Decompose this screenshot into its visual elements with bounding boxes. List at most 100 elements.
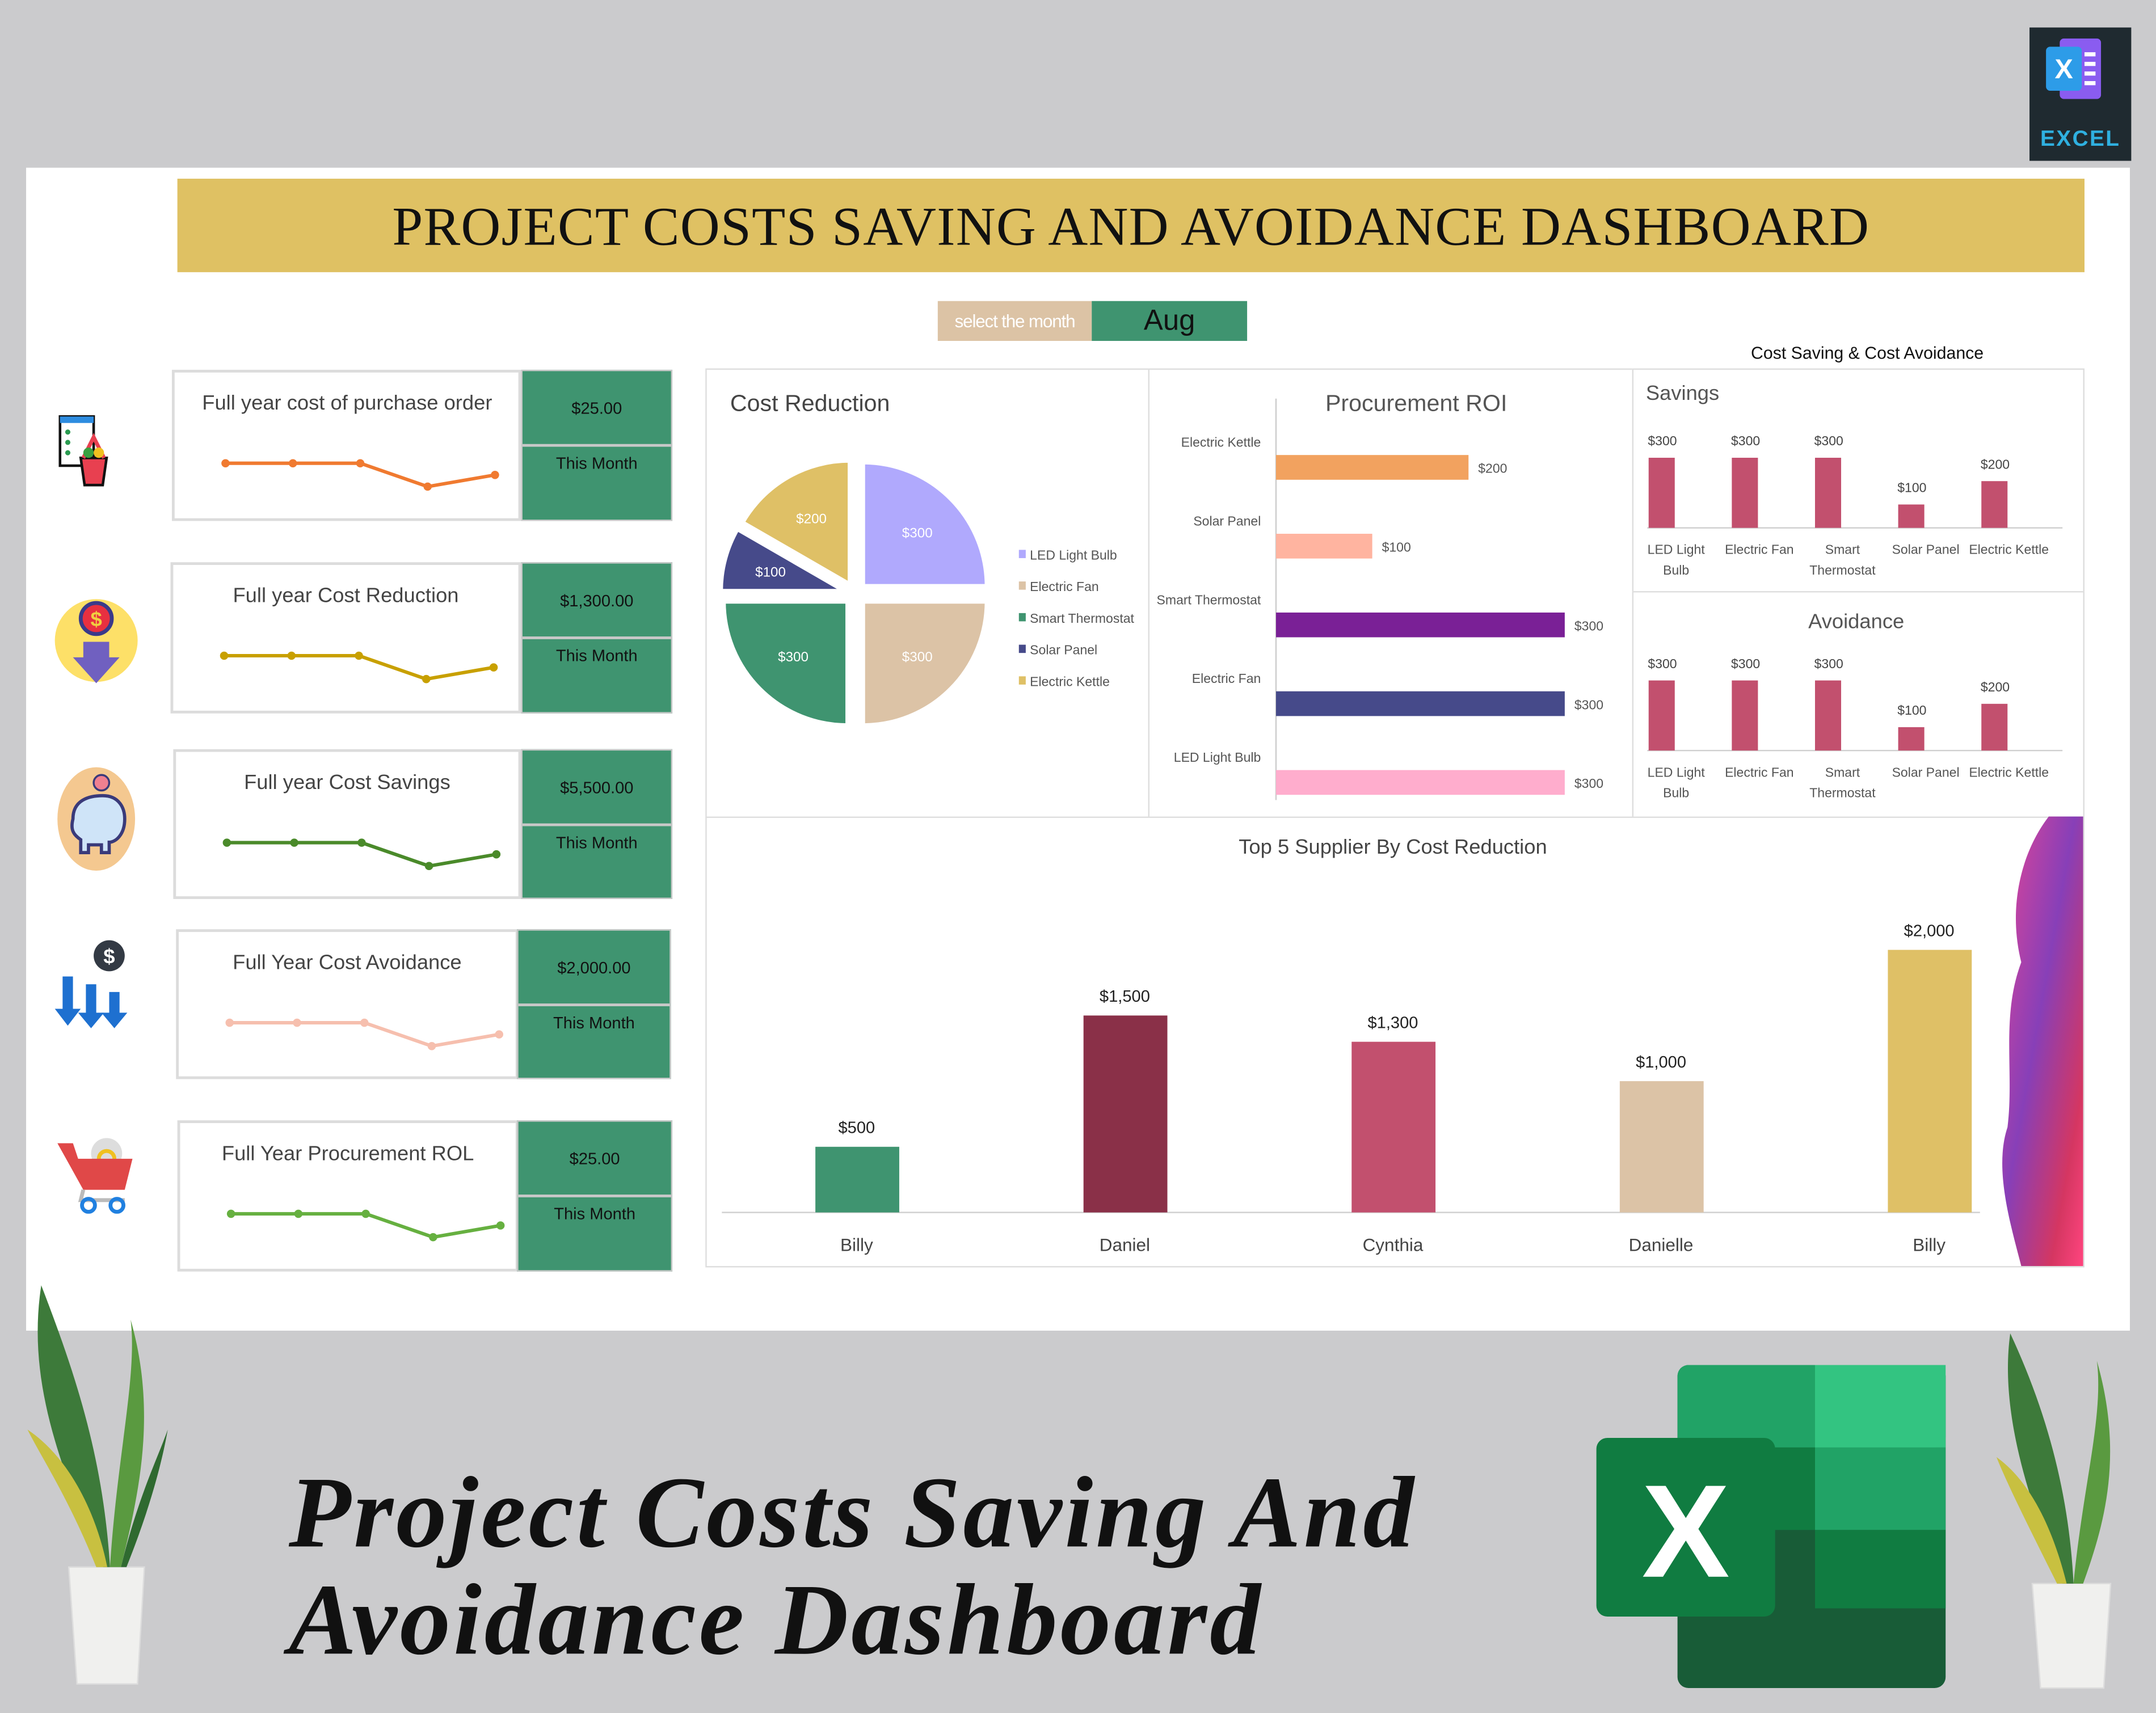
supplier-data-label: $2,000	[1904, 922, 1955, 940]
savings-data-label: $100	[1897, 480, 1926, 495]
legend-label: LED Light Bulb	[1030, 547, 1117, 562]
avoidance-bar	[1898, 727, 1925, 751]
savings-data-label: $200	[1981, 457, 2010, 471]
sparkline-point	[288, 459, 297, 467]
legend-swatch	[1018, 644, 1026, 653]
savings-bar	[1981, 481, 2008, 528]
month-selector-dropdown[interactable]: Aug	[1092, 301, 1248, 341]
svg-text:$: $	[103, 945, 115, 968]
kpi-card: Full Year Cost Avoidance	[176, 929, 519, 1079]
kpi-value: $5,500.00	[522, 750, 671, 826]
paint-splash-decoration	[2002, 816, 2083, 1267]
sparkline-point	[361, 1209, 370, 1218]
supplier-data-label: $500	[838, 1119, 875, 1137]
savings-data-label: $300	[1648, 433, 1677, 448]
kpi-sparkline	[222, 838, 501, 871]
sparkline-point	[356, 459, 365, 467]
supplier-data-label: $1,500	[1100, 988, 1150, 1006]
pie-slice	[718, 526, 853, 593]
avoidance-data-label: $300	[1731, 656, 1760, 671]
pie-slice	[861, 600, 989, 728]
kpi-card: Full Year Procurement ROL	[177, 1120, 519, 1272]
roi-data-label: $300	[1574, 697, 1603, 712]
kpi-value: $25.00	[522, 371, 671, 447]
sparkline-point	[429, 1233, 437, 1242]
sparkline-point	[492, 850, 501, 859]
svg-text:X: X	[1642, 1458, 1730, 1605]
supplier-category-label: Billy	[1913, 1234, 1946, 1255]
sparkline-point	[220, 651, 229, 660]
page-title: PROJECT COSTS SAVING AND AVOIDANCE DASHB…	[177, 179, 2085, 272]
supplier-data-label: $1,300	[1367, 1014, 1418, 1032]
excel-large-logo-icon: X	[1596, 1365, 1946, 1689]
legend-swatch	[1018, 550, 1026, 558]
avoidance-category-label: Thermostat	[1809, 786, 1876, 800]
roi-chart-title: Procurement ROI	[1325, 390, 1507, 416]
supplier-data-label: $1,000	[1636, 1053, 1686, 1071]
pie-data-label: $200	[796, 512, 827, 527]
avoidance-data-label: $300	[1814, 656, 1843, 671]
savings-bar	[1814, 458, 1842, 528]
svg-text:$: $	[90, 607, 102, 631]
kpi-period: This Month	[555, 833, 638, 853]
supplier-bar	[1351, 1041, 1436, 1213]
footer-title: Project Costs Saving And Avoidance Dashb…	[289, 1460, 1417, 1674]
plant-left-decoration	[27, 1285, 168, 1685]
excel-badge-label: EXCEL	[2040, 128, 2121, 151]
savings-category-label: LED Light	[1648, 542, 1706, 557]
supplier-category-label: Daniel	[1100, 1234, 1150, 1255]
sparkline-point	[287, 651, 296, 660]
avoidance-bar	[1732, 680, 1758, 751]
avoidance-category-label: Electric Kettle	[1969, 765, 2049, 779]
suppliers-chart-title: Top 5 Supplier By Cost Reduction	[1239, 835, 1547, 858]
sparkline-point	[422, 674, 431, 683]
avoidance-data-label: $300	[1648, 656, 1677, 671]
dollar-down-arrow-icon: $	[52, 584, 140, 694]
legend-label: Smart Thermostat	[1030, 611, 1134, 626]
kpi-value-box: $25.00 This Month	[521, 369, 673, 521]
sparkline-point	[290, 838, 298, 847]
dollar-arrows-down-icon: $	[52, 929, 140, 1039]
avoidance-category-label: Smart	[1825, 765, 1860, 779]
avoidance-bar	[1814, 680, 1842, 751]
kpi-value: $2,000.00	[518, 931, 670, 1006]
pie-data-label: $300	[778, 649, 809, 665]
roi-bar	[1275, 770, 1565, 795]
avoidance-panel	[1632, 591, 2085, 818]
savings-category-label: Smart	[1825, 542, 1860, 557]
pie-chart-title: Cost Reduction	[730, 390, 890, 416]
roi-data-label: $300	[1574, 618, 1603, 633]
sparkline-point	[427, 1041, 436, 1050]
savings-bar	[1732, 458, 1758, 528]
kpi-period: This Month	[553, 1013, 635, 1033]
kpi-title: Full year cost of purchase order	[202, 391, 492, 415]
savings-chart-title: Savings	[1646, 381, 1719, 404]
roi-data-label: $300	[1574, 776, 1603, 791]
avoidance-chart-title: Avoidance	[1808, 610, 1904, 633]
roi-data-label: $100	[1382, 540, 1411, 555]
kpi-value-box: $1,300.00 This Month	[521, 562, 673, 714]
avoidance-category-label: Bulb	[1663, 786, 1689, 800]
sparkline-point	[355, 651, 363, 660]
pie-slice	[721, 600, 850, 728]
kpi-period: This Month	[555, 646, 638, 665]
kpi-title: Full Year Procurement ROL	[221, 1142, 474, 1166]
kpi-value-box: $2,000.00 This Month	[517, 929, 671, 1079]
legend-swatch	[1018, 613, 1026, 622]
savings-bar	[1648, 458, 1675, 528]
kpi-sparkline	[220, 651, 498, 683]
plant-right-decoration	[1996, 1333, 2112, 1689]
sparkline-point	[360, 1018, 369, 1027]
sparkline-point	[293, 1018, 301, 1027]
sparkline-point	[424, 862, 433, 871]
svg-text:X: X	[2054, 54, 2073, 85]
sparkline-point	[495, 1030, 503, 1039]
legend-swatch	[1018, 676, 1026, 685]
avoidance-data-label: $100	[1897, 703, 1926, 718]
kpi-period: This Month	[555, 453, 638, 473]
excel-logo-icon: X	[2046, 38, 2102, 99]
savings-category-label: Bulb	[1663, 563, 1689, 577]
savings-data-label: $300	[1814, 433, 1843, 448]
sparkline-point	[225, 1018, 234, 1027]
savings-category-label: Electric Fan	[1725, 542, 1794, 557]
